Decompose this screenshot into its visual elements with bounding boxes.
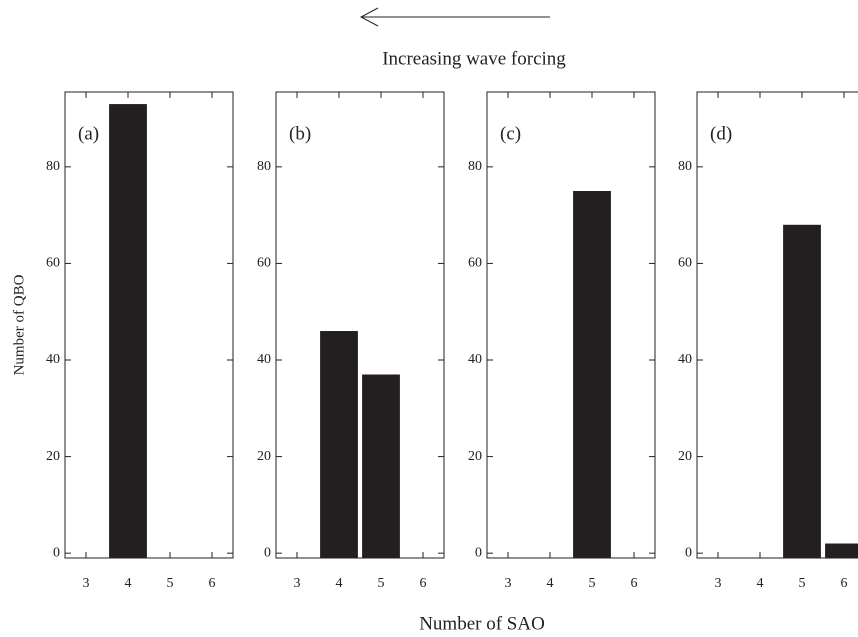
y-axis-label: Number of QBO [11, 274, 27, 375]
y-tick-label: 0 [264, 545, 271, 560]
y-tick-label: 60 [46, 256, 60, 271]
y-tick-label: 80 [468, 159, 482, 174]
x-tick-label: 5 [167, 576, 174, 591]
panel-label: (a) [78, 123, 99, 144]
y-tick-label: 40 [678, 352, 692, 367]
y-tick-label: 60 [468, 256, 482, 271]
bar [783, 224, 821, 559]
x-tick-label: 4 [336, 576, 343, 591]
bar [320, 331, 358, 558]
y-tick-label: 0 [53, 545, 60, 560]
panel: 0 20 40 60 80 3 4 5 6 (d) [678, 91, 858, 591]
panel: 0 20 40 60 80 3 4 5 6 (b) [257, 91, 445, 591]
x-tick-label: 3 [715, 576, 722, 591]
x-axis-label: Number of SAO [419, 613, 545, 634]
bar [109, 104, 147, 558]
y-tick-label: 60 [257, 256, 271, 271]
axes-frame [696, 91, 858, 559]
y-tick-label: 80 [46, 159, 60, 174]
axes-frame [486, 91, 656, 559]
arrow-head [359, 7, 379, 27]
panel: 0 20 40 60 80 3 4 5 6 (a) [46, 91, 234, 591]
y-tick-label: 80 [257, 159, 271, 174]
x-tick-label: 5 [799, 576, 806, 591]
x-tick-label: 4 [125, 576, 132, 591]
x-tick-label: 6 [841, 576, 848, 591]
panel-label: (b) [289, 123, 311, 144]
y-tick-label: 40 [468, 352, 482, 367]
x-tick-label: 6 [631, 576, 638, 591]
y-tick-label: 0 [685, 545, 692, 560]
y-tick-label: 60 [678, 256, 692, 271]
bar [362, 374, 400, 558]
y-tick-label: 0 [475, 545, 482, 560]
y-tick-label: 80 [678, 159, 692, 174]
x-tick-label: 3 [294, 576, 301, 591]
x-tick-label: 4 [547, 576, 554, 591]
figure-title: Increasing wave forcing [382, 48, 566, 69]
y-tick-label: 20 [468, 449, 482, 464]
bar [825, 543, 858, 558]
y-tick-label: 20 [46, 449, 60, 464]
panel-label: (c) [500, 123, 521, 144]
panel-label: (d) [710, 123, 732, 144]
y-tick-label: 40 [46, 352, 60, 367]
axes-frame [64, 91, 234, 559]
x-tick-label: 4 [757, 576, 764, 591]
x-tick-label: 6 [420, 576, 427, 591]
y-tick-label: 20 [257, 449, 271, 464]
bar [573, 190, 611, 558]
y-tick-label: 20 [678, 449, 692, 464]
x-tick-label: 3 [83, 576, 90, 591]
axes-frame [275, 91, 445, 559]
x-tick-label: 6 [209, 576, 216, 591]
panel: 0 20 40 60 80 3 4 5 6 (c) [468, 91, 656, 591]
x-tick-label: 5 [378, 576, 385, 591]
y-tick-label: 40 [257, 352, 271, 367]
x-tick-label: 3 [505, 576, 512, 591]
x-tick-label: 5 [589, 576, 596, 591]
